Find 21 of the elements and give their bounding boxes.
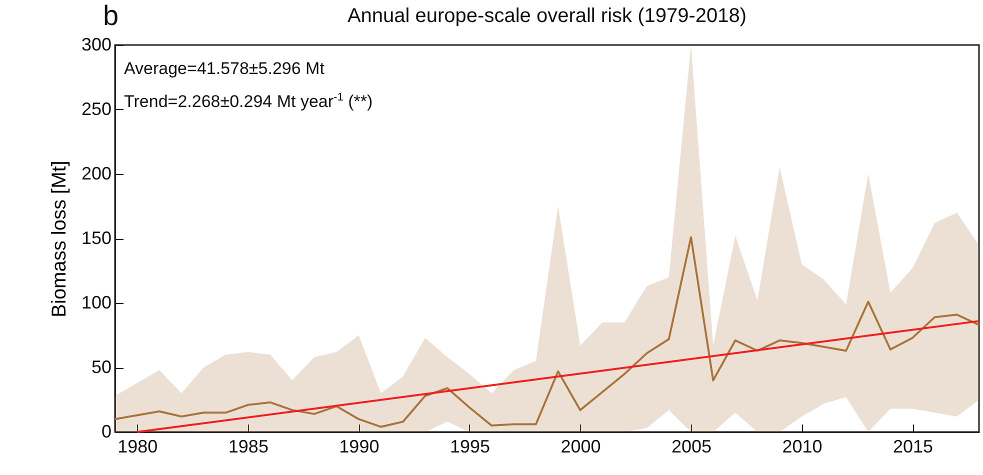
y-tick-label: 200 [81, 164, 112, 184]
annotation: Average=41.578±5.296 Mt [124, 59, 324, 79]
x-tick-label: 1980 [118, 436, 158, 456]
x-tick-label: 2005 [671, 436, 712, 456]
line-series [114, 236, 980, 428]
x-tick-label: 1990 [339, 436, 380, 456]
x-tick-label: 2010 [782, 436, 822, 456]
annotation: Trend=2.268±0.294 Mt year$^{-1}$ (**) [124, 91, 373, 112]
chart-title: Annual europe-scale overall risk (1979-2018) [347, 5, 747, 27]
y-tick-label: 300 [81, 34, 112, 54]
y-tick-label: 0 [101, 422, 112, 442]
text: b [103, 0, 119, 32]
x-tick-label: 2000 [560, 436, 601, 456]
x-tick-label: 2015 [893, 436, 934, 456]
y-tick-label: 150 [81, 228, 112, 248]
y-tick-label: 50 [91, 357, 112, 377]
x-tick-label: 1985 [228, 436, 268, 456]
y-tick-label: 250 [81, 99, 112, 119]
x-tick-label: 1995 [450, 436, 490, 456]
y-axis-title: Biomass loss [Mt] [48, 160, 70, 318]
y-tick-label: 100 [81, 292, 112, 312]
